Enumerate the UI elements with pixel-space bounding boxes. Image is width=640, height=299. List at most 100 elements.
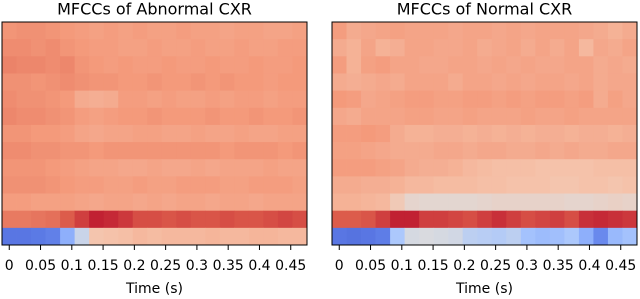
heatmap-cell xyxy=(161,193,177,212)
heatmap-cell xyxy=(361,107,376,126)
heatmap-cell xyxy=(578,227,594,246)
heatmap-cell xyxy=(607,193,623,212)
plot-frame xyxy=(331,21,638,246)
heatmap-cell xyxy=(607,142,623,160)
heatmap-cell xyxy=(564,90,580,109)
heatmap-cell xyxy=(520,227,536,246)
heatmap-cell xyxy=(234,227,250,246)
heatmap-cell xyxy=(161,56,177,74)
heatmap-cell xyxy=(404,56,420,74)
heatmap-cell xyxy=(205,90,221,109)
heatmap-cell xyxy=(74,193,90,212)
x-tick-label: 0.2 xyxy=(453,258,475,274)
heatmap-cell xyxy=(622,193,638,212)
heatmap-cell xyxy=(89,193,105,212)
heatmap-cell xyxy=(31,90,46,109)
x-tick-label: 0.4 xyxy=(248,258,270,274)
heatmap-cell xyxy=(419,193,435,212)
heatmap-cell xyxy=(219,73,235,92)
heatmap-cell xyxy=(332,107,347,126)
heatmap-cell xyxy=(375,176,391,194)
heatmap-cell xyxy=(549,22,565,40)
heatmap-cell xyxy=(277,210,293,229)
heatmap-cell xyxy=(234,159,250,177)
heatmap-cell xyxy=(549,159,565,177)
heatmap-cell xyxy=(74,176,90,194)
heatmap-cell xyxy=(549,176,565,194)
heatmap-cell xyxy=(390,73,406,92)
heatmap-cell xyxy=(60,107,76,126)
heatmap-cell xyxy=(103,193,119,212)
heatmap-cell xyxy=(390,107,406,126)
heatmap-cell xyxy=(161,39,177,57)
heatmap-cell xyxy=(60,39,76,57)
heatmap-cell xyxy=(89,227,105,246)
heatmap-cell xyxy=(219,124,235,143)
heatmap-cell xyxy=(45,22,61,40)
heatmap-cell xyxy=(564,124,580,143)
heatmap-cell xyxy=(622,227,638,246)
heatmap-cell xyxy=(607,90,623,109)
x-tick-label: 0.2 xyxy=(123,258,145,274)
heatmap-cell xyxy=(190,73,206,92)
heatmap-cell xyxy=(346,176,362,194)
heatmap-cell xyxy=(89,22,105,40)
heatmap-cell xyxy=(520,22,536,40)
heatmap-cell xyxy=(491,210,507,229)
heatmap-cell xyxy=(161,73,177,92)
heatmap-cell xyxy=(419,142,435,160)
heatmap-cell xyxy=(564,39,580,57)
heatmap-cell xyxy=(2,176,17,194)
heatmap-cell xyxy=(248,193,264,212)
heatmap-cell xyxy=(147,142,163,160)
heatmap-cell xyxy=(205,73,221,92)
heatmap-cell xyxy=(16,142,32,160)
heatmap-cell xyxy=(74,56,90,74)
heatmap-cell xyxy=(564,159,580,177)
heatmap-cell xyxy=(16,159,32,177)
heatmap-cell xyxy=(593,210,609,229)
chart-title: MFCCs of Abnormal CXR xyxy=(57,0,252,19)
heatmap-cell xyxy=(607,39,623,57)
heatmap-cell xyxy=(375,39,391,57)
heatmap-cell xyxy=(622,39,638,57)
heatmap-cell xyxy=(292,124,308,143)
heatmap-cell xyxy=(277,159,293,177)
heatmap-cell xyxy=(205,210,221,229)
heatmap-cell xyxy=(390,39,406,57)
heatmap-cell xyxy=(205,56,221,74)
heatmap-cell xyxy=(549,193,565,212)
heatmap-cell xyxy=(607,227,623,246)
heatmap-cell xyxy=(448,124,464,143)
heatmap-cell xyxy=(462,159,478,177)
heatmap-cell xyxy=(578,142,594,160)
heatmap-cell xyxy=(263,39,279,57)
heatmap-cell xyxy=(205,124,221,143)
heatmap-cell xyxy=(419,73,435,92)
heatmap-cell xyxy=(234,176,250,194)
heatmap-cell xyxy=(462,176,478,194)
heatmap-cell xyxy=(263,176,279,194)
heatmap-cell xyxy=(31,22,46,40)
heatmap-cell xyxy=(564,210,580,229)
heatmap-cell xyxy=(448,90,464,109)
x-axis-label: Time (s) xyxy=(455,281,513,297)
heatmap-cell xyxy=(390,210,406,229)
heatmap-cell xyxy=(263,142,279,160)
heatmap-cell xyxy=(103,176,119,194)
heatmap-cell xyxy=(549,124,565,143)
heatmap-cell xyxy=(2,227,17,246)
heatmap-cell xyxy=(404,39,420,57)
heatmap-cell xyxy=(132,22,148,40)
heatmap-cell xyxy=(176,39,192,57)
heatmap-cell xyxy=(622,90,638,109)
heatmap-cell xyxy=(132,176,148,194)
heatmap-cell xyxy=(74,90,90,109)
heatmap-cell xyxy=(622,22,638,40)
heatmap-cell xyxy=(578,73,594,92)
heatmap-cell xyxy=(45,227,61,246)
heatmap-cell xyxy=(535,159,551,177)
heatmap-cell xyxy=(234,210,250,229)
heatmap-cell xyxy=(506,73,522,92)
heatmap-cell xyxy=(248,73,264,92)
